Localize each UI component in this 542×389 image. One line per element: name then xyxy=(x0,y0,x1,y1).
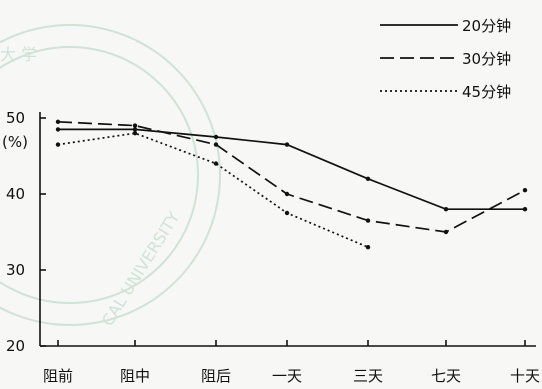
data-point xyxy=(365,176,371,181)
series-2 xyxy=(55,119,528,235)
data-point xyxy=(132,123,138,128)
data-point xyxy=(55,127,61,132)
data-point xyxy=(522,207,528,212)
data-point xyxy=(365,245,371,250)
data-point xyxy=(284,191,290,197)
series-layer xyxy=(55,119,528,250)
y-tick-label: 50 xyxy=(6,109,25,127)
x-tick-label: 阻前 xyxy=(43,367,73,385)
data-point xyxy=(365,218,371,223)
data-point xyxy=(132,131,138,136)
data-point xyxy=(55,142,61,147)
data-point xyxy=(443,229,449,235)
y-ticks: 20 30 40 50 xyxy=(6,109,46,355)
data-point xyxy=(284,210,290,216)
y-axis-label: (%) xyxy=(2,133,28,151)
watermark-en: CAL UNIVERSITY xyxy=(98,208,184,329)
data-point xyxy=(213,142,219,147)
legend-label: 30分钟 xyxy=(462,50,511,68)
x-tick-label: 十天 xyxy=(510,367,540,385)
legend-label: 45分钟 xyxy=(462,83,511,101)
data-point xyxy=(55,119,61,125)
x-ticks: 阻前 阻中 阻后 一天 三天 七天 十天 xyxy=(43,340,540,385)
data-point xyxy=(213,134,219,140)
data-point xyxy=(522,188,528,193)
x-tick-label: 阻后 xyxy=(201,367,231,385)
series-3 xyxy=(55,131,371,250)
series-line xyxy=(57,132,369,248)
y-tick-label: 40 xyxy=(6,185,25,203)
x-tick-label: 三天 xyxy=(353,367,383,385)
watermark-cn: 大 学 xyxy=(0,45,37,64)
y-tick-label: 30 xyxy=(6,261,25,279)
series-line xyxy=(58,128,525,211)
series-1 xyxy=(55,127,528,212)
y-tick-label: 20 xyxy=(6,337,25,355)
x-tick-label: 一天 xyxy=(272,367,302,385)
data-point xyxy=(443,207,449,212)
x-tick-label: 阻中 xyxy=(120,367,150,385)
x-tick-label: 七天 xyxy=(431,367,461,385)
data-point xyxy=(284,142,290,147)
university-seal-watermark: 大 学 CAL UNIVERSITY xyxy=(0,24,221,329)
legend-label: 20分钟 xyxy=(462,17,511,35)
data-point xyxy=(132,127,138,132)
data-point xyxy=(213,161,219,166)
legend: 20分钟 30分钟 45分钟 xyxy=(380,17,511,101)
